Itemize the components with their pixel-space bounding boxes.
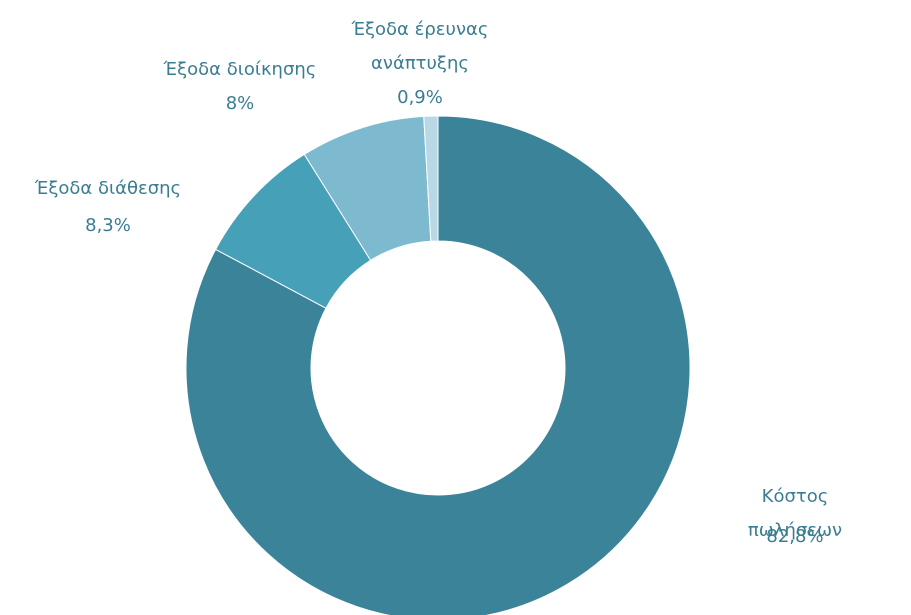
category-label: Έξοδα διοίκησης	[163, 59, 317, 80]
donut-slice	[423, 115, 439, 242]
donut-slice	[185, 115, 691, 615]
value-label: 8%	[225, 93, 255, 114]
value-label: 82,8%	[766, 526, 824, 547]
category-label: Κόστος πωλήσεων	[747, 486, 843, 541]
category-label: Έξοδα έρευνας ανάπτυξης	[351, 19, 489, 74]
category-label: Έξοδα διάθεσης	[34, 178, 182, 199]
value-label: 8,3%	[85, 215, 131, 236]
value-label: 0,9%	[397, 87, 443, 108]
